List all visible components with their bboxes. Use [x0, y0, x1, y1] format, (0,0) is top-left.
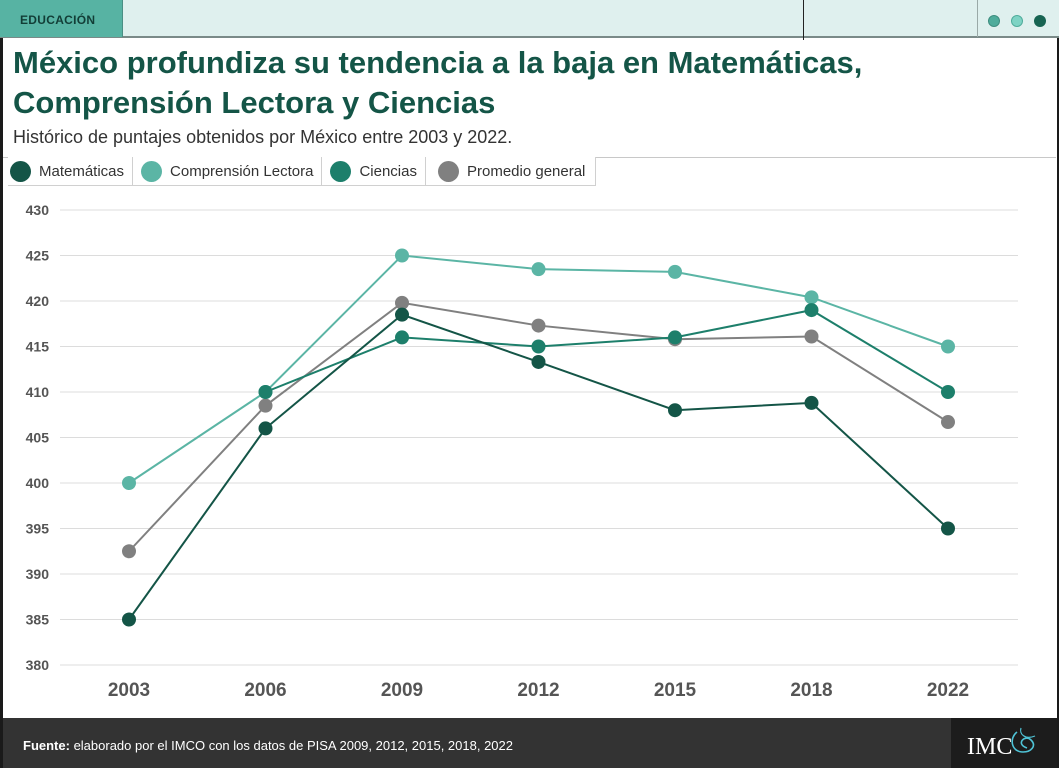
data-point-matematicas [804, 395, 819, 410]
y-tick-label: 390 [26, 566, 50, 582]
data-point-promedio [122, 544, 136, 559]
line-chart: 380 385 390 395 400 405 410 415 420 425 430 2003 200… [26, 202, 1018, 701]
dot-icon [1034, 15, 1046, 27]
series-line-ciencias [265, 309, 949, 393]
logo-text: IMC [967, 734, 1012, 760]
chart-subtitle: Histórico de puntajes obtenidos por Méxi… [13, 127, 513, 147]
data-point-ciencias [395, 330, 409, 345]
data-point-promedio [531, 318, 546, 333]
legend-item-promedio[interactable]: Promedio general [425, 157, 597, 186]
legend-item-lectora[interactable]: Comprensión Lectora [133, 157, 323, 186]
source-text: elaborado por el IMCO con los datos de P… [69, 738, 513, 753]
title-line-1: México profundiza su tendencia a la baja… [13, 45, 863, 80]
data-point-matematicas [941, 521, 955, 536]
legend-swatch-icon [141, 160, 163, 182]
y-tick-label: 420 [26, 293, 50, 309]
data-point-matematicas [122, 612, 136, 627]
data-point-lectora [941, 339, 955, 354]
y-tick-label: 385 [26, 612, 50, 628]
dot-icon [1011, 15, 1023, 27]
title-line-2: Comprensión Lectora y Ciencias [13, 85, 496, 120]
data-point-lectora [804, 290, 819, 305]
legend-label: Comprensión Lectora [170, 162, 314, 180]
legend-swatch-icon [330, 160, 352, 182]
data-point-ciencias [668, 330, 682, 345]
data-point-lectora [531, 262, 546, 277]
page-title: México profundiza su tendencia a la baja… [13, 43, 862, 123]
footer: Fuente: elaborado por el IMCO con los da… [3, 718, 1057, 768]
y-tick-label: 405 [26, 430, 50, 446]
legend-label: Ciencias [359, 162, 417, 180]
legend-swatch-icon [10, 160, 31, 182]
x-tick-label: 2012 [517, 680, 559, 701]
top-bar: EDUCACIÓN [0, 0, 1059, 40]
divider [977, 0, 978, 37]
chart-legend: Matemáticas Comprensión Lectora Ciencias Pr… [8, 157, 597, 187]
x-tick-label: 2006 [244, 680, 286, 701]
y-tick-label: 410 [26, 384, 50, 400]
y-tick-label: 415 [26, 339, 50, 355]
data-point-promedio [941, 415, 955, 430]
data-point-lectora [668, 264, 682, 279]
data-point-matematicas [258, 421, 273, 436]
source-label: Fuente: [23, 738, 70, 753]
data-point-promedio [804, 329, 819, 344]
data-point-lectora [122, 476, 136, 490]
divider [803, 0, 804, 40]
data-point-matematicas [395, 307, 409, 322]
data-point-ciencias [531, 339, 546, 354]
y-tick-label: 400 [26, 475, 50, 491]
dot-icon [988, 15, 1000, 27]
data-point-promedio [395, 295, 409, 310]
imco-logo: IMC [951, 718, 1057, 768]
section-tag[interactable]: EDUCACIÓN [0, 0, 123, 37]
y-tick-label: 395 [26, 521, 50, 537]
legend-swatch-icon [437, 160, 459, 182]
x-tick-label: 2015 [654, 680, 697, 701]
y-tick-label: 380 [26, 657, 50, 673]
legend-item-ciencias[interactable]: Ciencias [322, 157, 426, 186]
data-point-ciencias [941, 385, 955, 399]
data-point-matematicas [668, 403, 682, 418]
x-tick-label: 2022 [927, 680, 969, 701]
data-point-ciencias [804, 303, 819, 318]
x-tick-label: 2009 [381, 680, 423, 701]
y-tick-label: 430 [26, 202, 50, 218]
legend-item-matematicas[interactable]: Matemáticas [8, 157, 134, 186]
data-point-lectora [395, 248, 409, 263]
data-point-promedio [258, 398, 273, 413]
data-point-matematicas [531, 354, 546, 369]
x-tick-label: 2018 [790, 680, 832, 701]
source-note: Fuente: elaborado por el IMCO con los da… [23, 738, 513, 753]
y-tick-label: 425 [26, 248, 50, 264]
legend-label: Matemáticas [39, 162, 125, 180]
data-point-ciencias [258, 385, 273, 399]
section-tag-label: EDUCACIÓN [20, 13, 96, 27]
legend-label: Promedio general [466, 162, 586, 180]
imco-logo-icon: IMC [967, 727, 1036, 760]
x-tick-label: 2003 [108, 680, 150, 701]
